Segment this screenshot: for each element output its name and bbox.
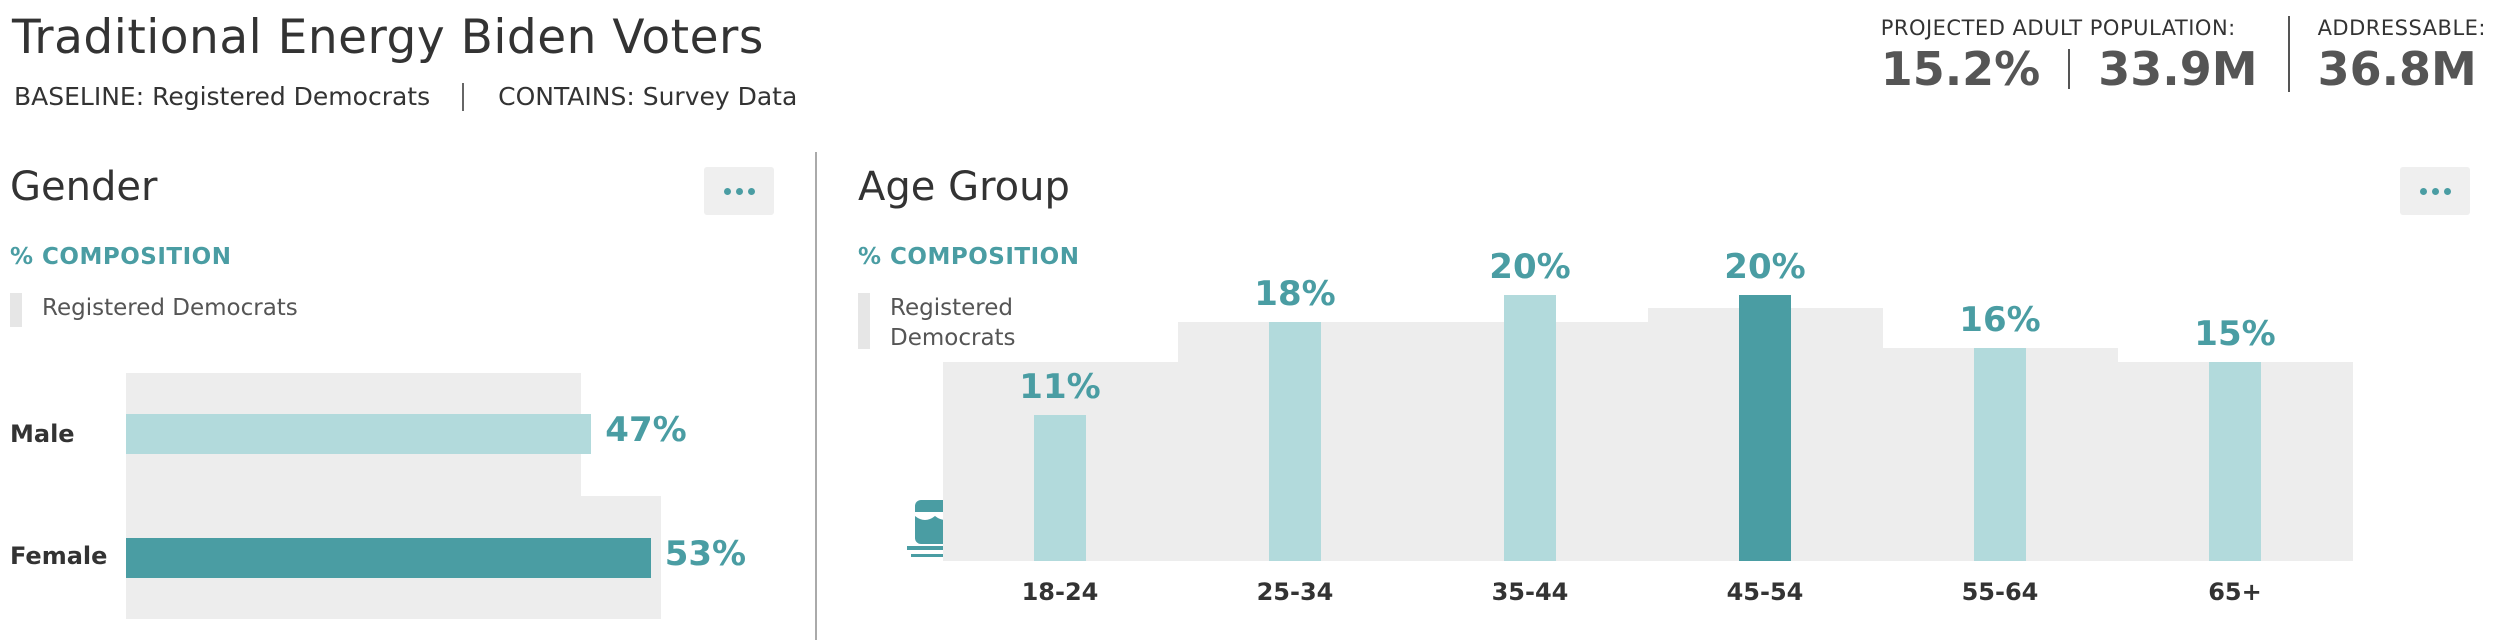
age-bar-65+[interactable]	[2209, 361, 2261, 561]
age-category-label: 18-24	[1021, 578, 1099, 606]
stat-divider	[2068, 49, 2071, 89]
age-value-label: 18%	[1254, 273, 1336, 314]
gender-panel-title: Gender	[10, 164, 158, 210]
baseline-label: BASELINE: Registered Democrats	[14, 82, 431, 111]
more-horizontal-icon-dot	[2431, 187, 2439, 195]
age-category-label: 45-54	[1726, 578, 1804, 606]
gender-row-label: Female	[10, 542, 108, 570]
age-bar-25-34[interactable]	[1269, 321, 1321, 561]
addressable-population: ADDRESSABLE: 36.8M	[2318, 16, 2486, 96]
gender-legend: Registered Democrats	[10, 293, 298, 327]
addressable-label: ADDRESSABLE:	[2317, 16, 2486, 40]
more-horizontal-icon-dot	[735, 187, 743, 195]
projected-population-pct: 15.2%	[1880, 42, 2041, 96]
age-legend-label-line2: Democrats	[890, 325, 1016, 351]
age-value-label: 15%	[2194, 313, 2276, 354]
addressable-value: 36.8M	[2317, 42, 2477, 96]
age-value-label: 20%	[1724, 247, 1806, 287]
projected-population: PROJECTED ADULT POPULATION: 15.2% 33.9M	[1881, 16, 2258, 96]
page-title: Traditional Energy Biden Voters	[12, 10, 764, 65]
age-value-label: 11%	[1019, 366, 1101, 407]
gender-more-options-button[interactable]	[704, 167, 774, 215]
age-value-label: 20%	[1489, 247, 1571, 287]
legend-swatch	[10, 293, 22, 327]
age-legend: Registered Democrats	[858, 293, 1016, 353]
age-category-label: 55-64	[1961, 578, 2039, 606]
age-category-label: 65+	[2208, 578, 2262, 606]
gender-bar[interactable]	[126, 538, 651, 578]
more-horizontal-icon	[2419, 187, 2427, 195]
panel-divider	[815, 152, 817, 640]
age-more-options-button[interactable]	[2400, 167, 2470, 215]
age-legend-label-line1: Registered	[890, 295, 1013, 321]
age-value-label: 16%	[1959, 300, 2041, 341]
subtitle-divider	[462, 82, 465, 111]
projected-population-label: PROJECTED ADULT POPULATION:	[1880, 16, 2236, 40]
more-horizontal-icon-dot	[2443, 187, 2451, 195]
gender-bar[interactable]	[126, 414, 592, 454]
gender-row-label: Male	[10, 420, 75, 448]
stat-section-divider	[2287, 16, 2290, 92]
age-bar-55-64[interactable]	[1974, 348, 2026, 561]
age-bar-45-54[interactable]	[1739, 295, 1791, 561]
subtitle-bar: BASELINE: Registered Democrats CONTAINS:…	[14, 82, 797, 111]
population-stats: PROJECTED ADULT POPULATION: 15.2% 33.9M …	[1881, 16, 2486, 96]
age-category-label: 25-34	[1256, 578, 1334, 606]
gender-legend-label: Registered Democrats	[42, 295, 298, 321]
gender-composition-label: % COMPOSITION	[10, 244, 232, 270]
projected-population-count: 33.9M	[2098, 42, 2258, 96]
more-horizontal-icon-dot	[747, 187, 755, 195]
age-bar-18-24[interactable]	[1034, 414, 1086, 561]
age-category-label: 35-44	[1491, 578, 1569, 606]
gender-value-label: 47%	[605, 410, 687, 450]
legend-swatch	[858, 293, 870, 349]
age-panel-title: Age Group	[858, 164, 1070, 210]
age-composition-label: % COMPOSITION	[858, 244, 1080, 270]
gender-value-label: 53%	[664, 534, 747, 574]
contains-label: CONTAINS: Survey Data	[498, 82, 798, 111]
more-horizontal-icon	[723, 187, 731, 195]
age-bar-35-44[interactable]	[1504, 295, 1556, 561]
